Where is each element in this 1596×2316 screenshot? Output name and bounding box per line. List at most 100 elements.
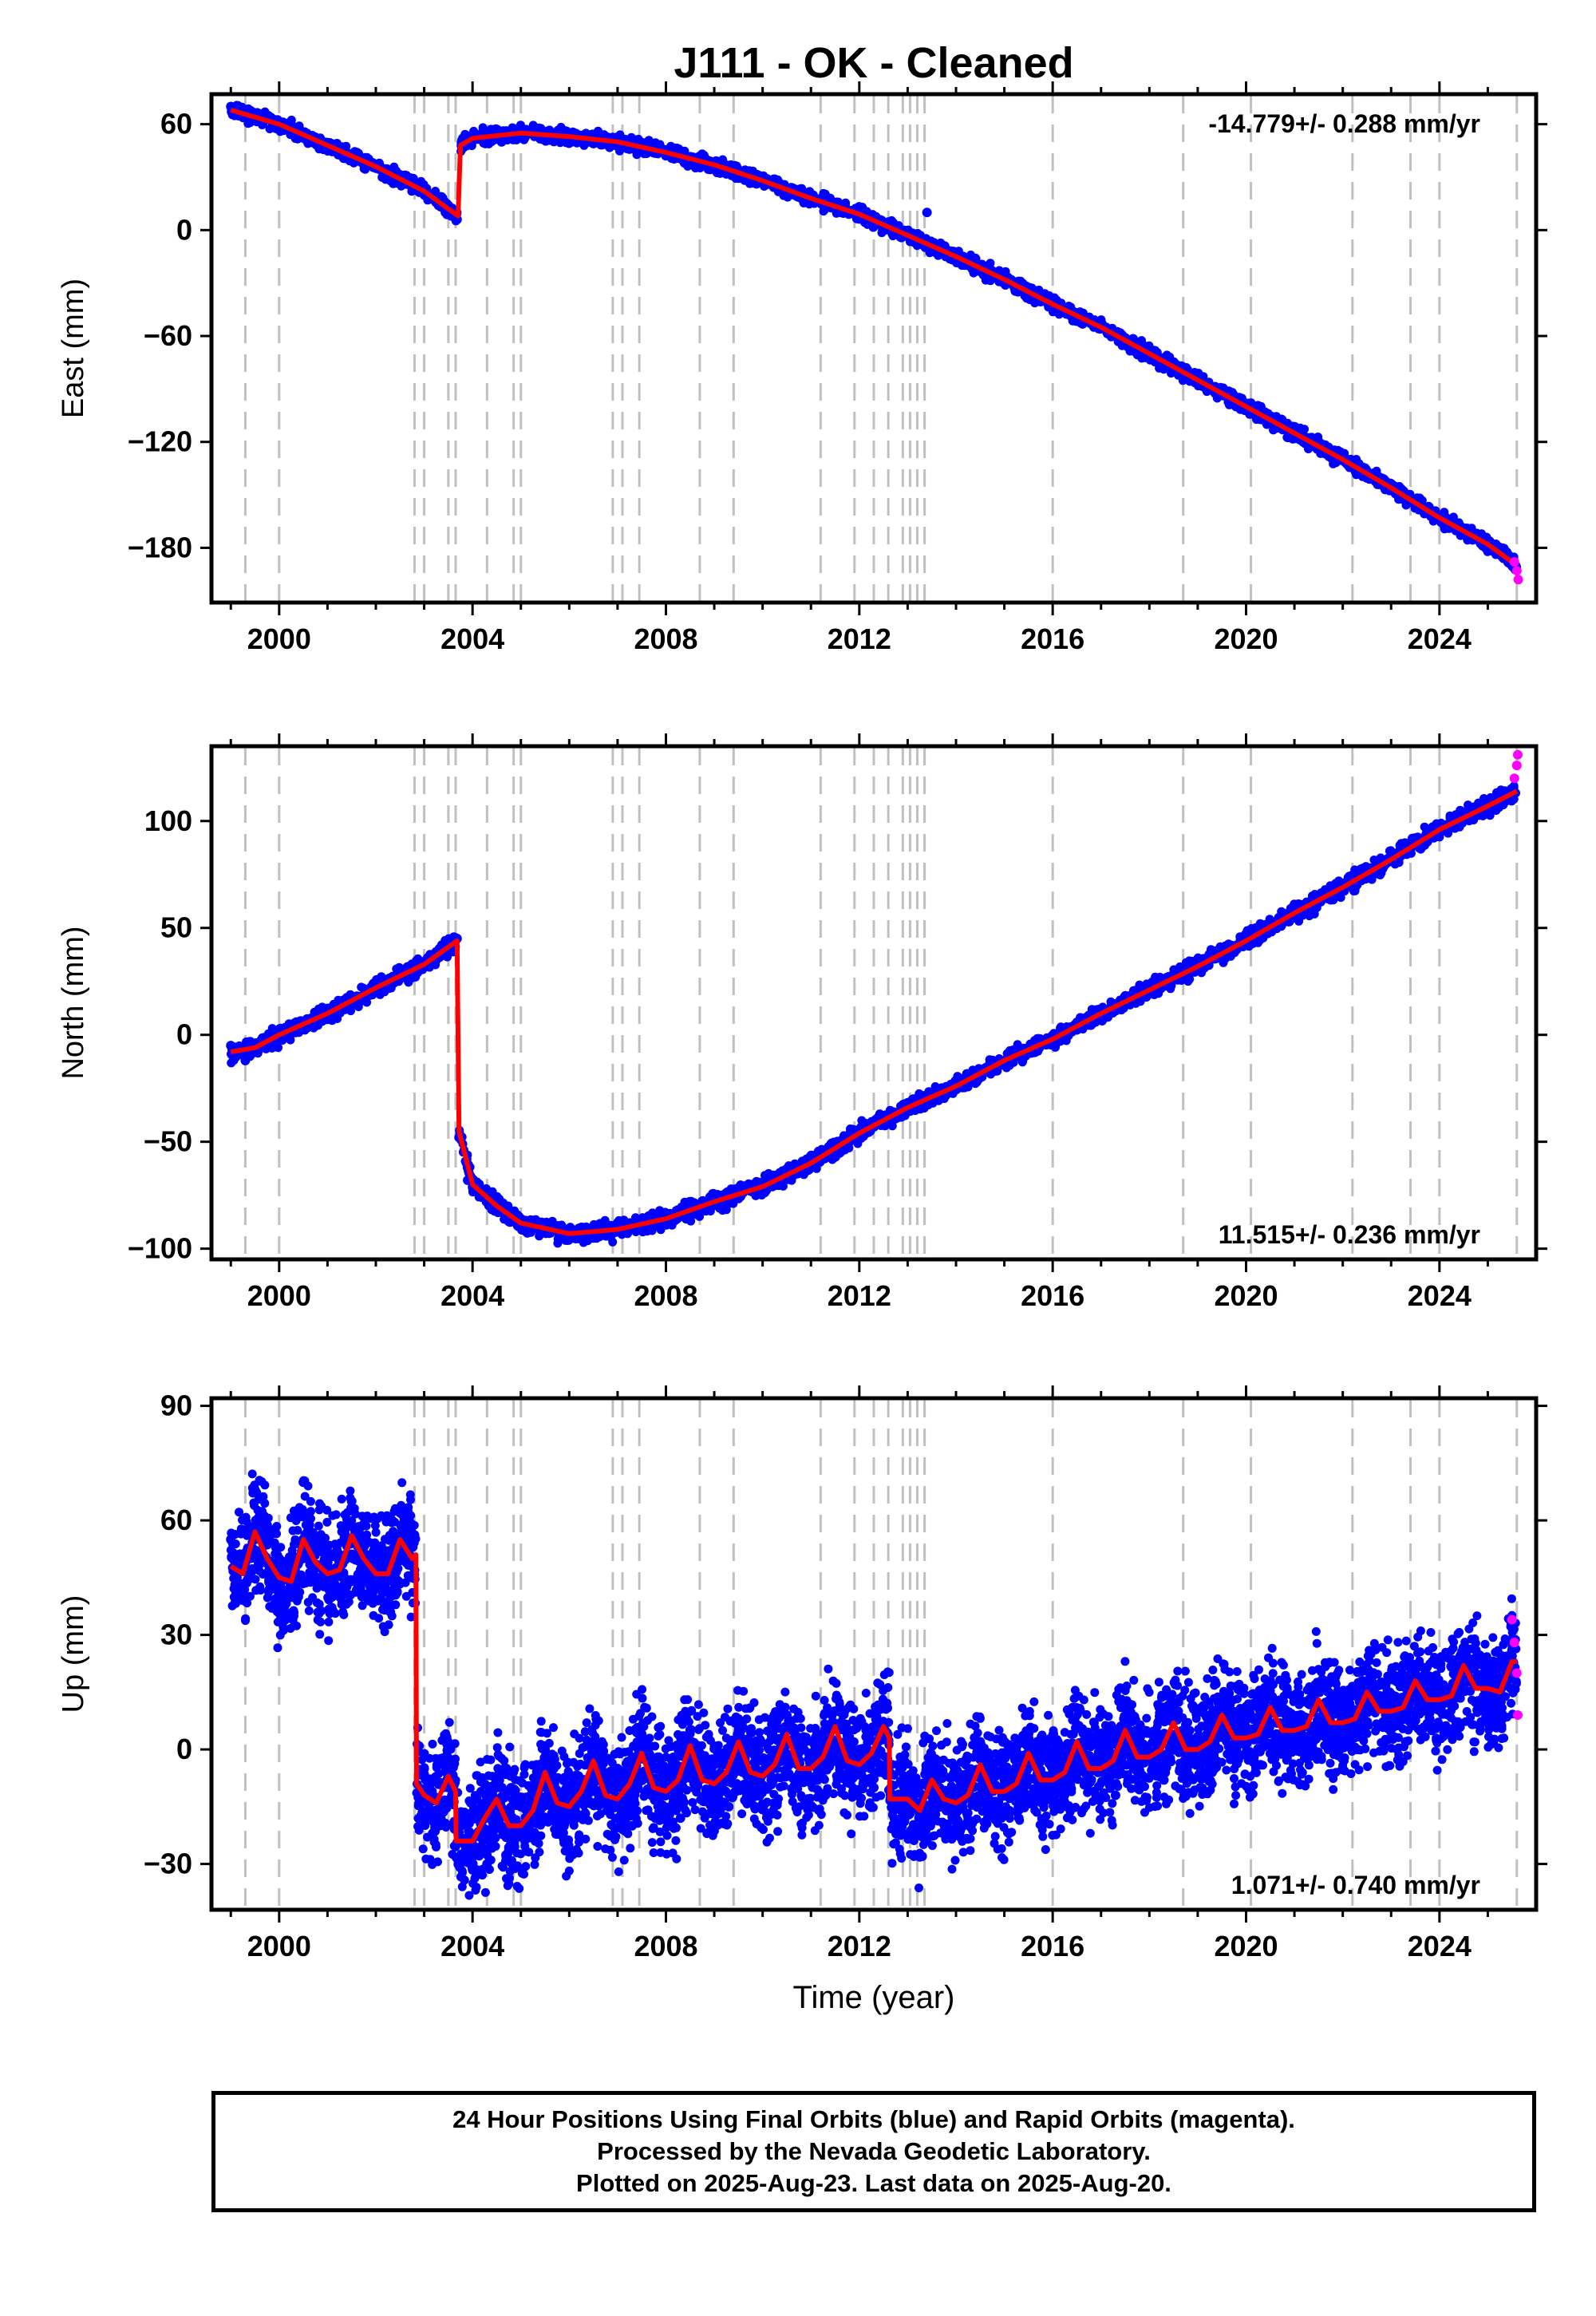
y-tick-label: 50 [160,911,192,944]
final-orbit-point [724,1801,734,1812]
final-orbit-point [370,1553,381,1563]
model-fit-line [230,108,1519,568]
model-fit-line [230,788,1519,1236]
final-orbit-point [757,1756,768,1766]
final-orbit-point [879,1698,889,1709]
rapid-orbit-point [1511,1668,1522,1678]
final-orbit-point [844,1767,855,1777]
final-orbit-point [226,1041,236,1051]
final-orbit-point [1483,1691,1493,1701]
x-tick-label: 2004 [440,622,504,655]
north-panel: 100 50 0 −50 −100 2000 2004 2008 2012 2016 2020 202… [57,733,1547,1312]
final-orbit-point [781,1710,792,1721]
x-tick-label: 2024 [1408,622,1472,655]
final-orbit-point [1110,1790,1120,1800]
x-tick-label: 2012 [828,622,891,655]
x-tick-label: 2000 [247,1930,311,1962]
footer-note: 24 Hour Positions Using Final Orbits (bl… [211,2091,1536,2212]
y-tick-label: −60 [144,319,192,352]
final-orbit-point [699,1790,709,1800]
y-tick-label: 60 [160,1504,192,1536]
final-orbit-point [1424,1713,1435,1724]
final-orbit-point [1207,1767,1218,1777]
y-axis-label: Up (mm) [57,1595,90,1713]
final-orbit-point [675,1813,685,1824]
y-tick-label: −180 [128,531,192,563]
final-orbit-point [564,1782,575,1792]
east-panel: 60 0 −60 −120 −180 2000 2004 2008 2012 2016 2020 20… [57,81,1547,655]
final-orbit-point [869,1782,879,1792]
x-tick-label: 2012 [828,1930,891,1962]
final-orbit-point [1217,1698,1227,1709]
velocity-label: -14.779+/- 0.288 mm/yr [1208,109,1480,138]
final-orbit-point [1449,1725,1460,1736]
final-orbit-point [274,1553,284,1563]
velocity-label: 11.515+/- 0.236 mm/yr [1219,1220,1480,1249]
final-orbit-point [941,1805,951,1816]
final-orbit-point [588,1233,598,1243]
final-orbit-point [772,1798,782,1808]
final-orbit-point [1507,1645,1517,1655]
final-orbit-point [1096,1756,1106,1766]
final-orbit-point [288,1611,298,1621]
final-orbit-point [506,1828,516,1839]
final-orbit-point [990,1798,1000,1808]
final-orbit-point [1062,1801,1073,1812]
y-tick-label: 60 [160,108,192,140]
final-orbit-point [1400,1737,1411,1747]
model-fit-line [229,1529,1517,1844]
final-orbit-point [1328,1729,1338,1739]
x-tick-label: 2008 [634,1279,697,1312]
final-orbit-point [733,1713,744,1724]
final-orbit-point [1314,1683,1324,1694]
final-orbit-point [830,1706,840,1717]
final-orbit-point [346,1496,357,1507]
final-orbit-point [1459,1653,1469,1663]
rapid-orbit-point [1511,566,1522,576]
final-orbit-point [492,1775,502,1785]
footer-line-2: Processed by the Nevada Geodetic Laborat… [597,2137,1151,2165]
rapid-orbit-point [1509,1638,1519,1648]
final-orbit-point [661,1767,671,1777]
y-tick-label: −30 [144,1848,192,1880]
final-orbit-point [685,1725,695,1736]
final-orbit-point [588,1737,598,1747]
rapid-orbit-point [1509,557,1519,567]
final-orbit-point [482,1859,492,1869]
y-tick-label: −50 [144,1125,192,1158]
final-orbit-point [1159,1775,1169,1785]
rapid-orbit-point [1512,749,1523,760]
y-tick-label: −120 [128,425,192,458]
y-tick-label: 0 [176,213,192,246]
final-orbit-point [966,1820,976,1831]
x-tick-label: 2024 [1408,1279,1472,1312]
final-orbit-point [903,1782,913,1792]
final-orbit-point [240,1055,251,1065]
final-orbit-point [1377,1721,1387,1732]
final-orbit-point [1168,1706,1179,1717]
final-orbit-point [1013,1813,1024,1824]
y-axis-label: North (mm) [57,926,90,1079]
final-orbit-point [1231,1745,1242,1755]
final-orbit-point [530,1836,540,1846]
x-tick-label: 2004 [440,1930,504,1962]
final-orbit-point [1497,1713,1507,1724]
velocity-label: 1.071+/- 0.740 mm/yr [1231,1871,1480,1899]
final-orbit-point [709,1760,720,1770]
final-orbit-point [1120,1713,1131,1724]
x-tick-label: 2000 [247,1279,311,1312]
x-tick-label: 2020 [1214,622,1278,655]
final-orbit-point [313,1572,323,1583]
x-tick-label: 2004 [440,1279,504,1312]
x-tick-label: 2008 [634,1930,697,1962]
final-orbit-point [1048,1767,1058,1777]
footer-line-3: Plotted on 2025-Aug-23. Last data on 202… [576,2169,1171,2197]
final-orbit-point [1304,1752,1314,1762]
final-orbit-point [496,136,507,147]
final-orbit-point [1473,1698,1483,1709]
y-tick-label: 0 [176,1018,192,1051]
final-orbit-point [893,1760,903,1770]
final-orbit-point [419,1764,429,1774]
final-orbit-point [337,1599,347,1610]
